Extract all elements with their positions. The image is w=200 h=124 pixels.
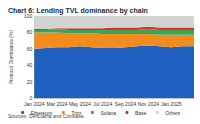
svg-text:Others: Others [165, 110, 181, 116]
svg-text:80: 80 [27, 29, 33, 35]
svg-text:0: 0 [29, 95, 33, 101]
svg-text:Nov 2024: Nov 2024 [138, 101, 160, 107]
svg-text:Jul 2024: Jul 2024 [93, 101, 112, 107]
svg-text:Sources: DefiLlama and Coinbas: Sources: DefiLlama and Coinbase. [8, 113, 85, 119]
svg-text:20: 20 [27, 79, 33, 85]
svg-text:40: 40 [27, 62, 33, 68]
svg-text:Mar 2024: Mar 2024 [47, 101, 68, 107]
svg-text:Protocol Dominance (%): Protocol Dominance (%) [8, 30, 14, 85]
svg-text:Sep 2024: Sep 2024 [115, 101, 137, 107]
svg-text:Jan 2024: Jan 2024 [24, 101, 45, 107]
svg-text:Chart 6: Lending TVL dominance: Chart 6: Lending TVL dominance by chain [8, 7, 148, 15]
svg-text:100: 100 [23, 13, 33, 19]
svg-text:60: 60 [27, 46, 33, 52]
svg-text:Base: Base [135, 110, 147, 116]
svg-text:Solana: Solana [100, 110, 116, 116]
svg-text:May 2024: May 2024 [69, 101, 91, 107]
svg-text:Jan 2025: Jan 2025 [161, 101, 182, 107]
